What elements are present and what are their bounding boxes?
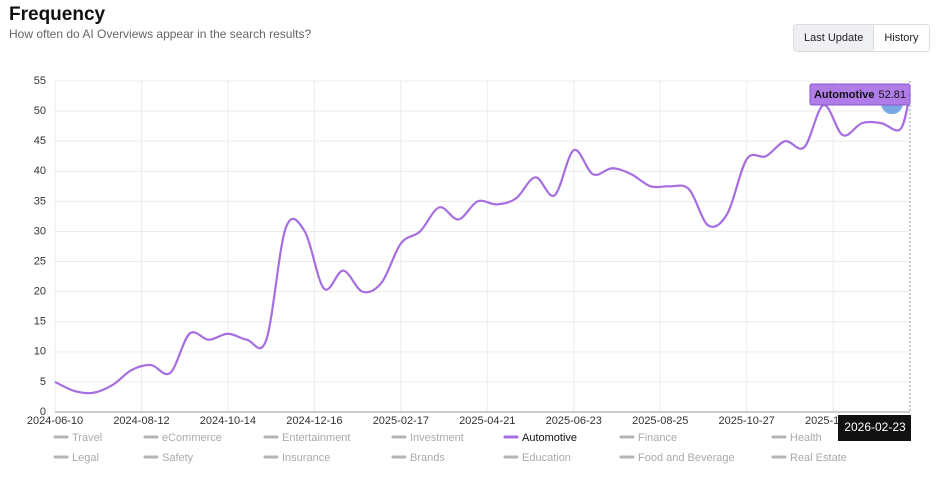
y-tick-label: 0 <box>40 406 46 418</box>
legend-label[interactable]: Safety <box>162 452 194 464</box>
legend-label[interactable]: Legal <box>72 452 99 464</box>
subtitle: How often do AI Overviews appear in the … <box>9 27 312 41</box>
y-tick-label: 50 <box>34 105 46 117</box>
button[interactable]: History <box>874 25 929 51</box>
legend-label[interactable]: Investment <box>410 432 464 444</box>
legend-label[interactable]: Health <box>790 432 822 444</box>
button[interactable]: Last Update <box>794 25 875 51</box>
x-tick-label: 2025-10-27 <box>719 415 775 427</box>
x-tick-label: 2024-10-14 <box>200 415 256 427</box>
view-toggle: Last Update History <box>793 24 930 52</box>
x-tick-label: 2025-04-21 <box>459 415 515 427</box>
x-tick-label: 2024-08-12 <box>113 415 169 427</box>
tooltip-series: Automotive <box>814 89 875 101</box>
tooltip-box <box>809 83 911 106</box>
legend-label[interactable]: Brands <box>410 452 445 464</box>
line <box>54 93 912 395</box>
legend-label[interactable]: Travel <box>72 432 102 444</box>
y-tick-label: 15 <box>34 316 46 328</box>
date-tooltip-box <box>838 415 911 441</box>
legend-label[interactable]: eCommerce <box>162 432 222 444</box>
legend-label[interactable]: Education <box>522 452 571 464</box>
y-tick-label: 40 <box>34 165 46 177</box>
x-tick-label: 2024-12-16 <box>286 415 342 427</box>
y-tick-label: 55 <box>34 75 46 87</box>
legend-label[interactable]: Food and Beverage <box>638 452 735 464</box>
legend-label[interactable]: Insurance <box>282 452 330 464</box>
legend-label[interactable]: Automotive <box>522 432 577 444</box>
y-tick-label: 10 <box>34 346 46 358</box>
legend-label[interactable]: Real Estate <box>790 452 847 464</box>
y-tick-label: 35 <box>34 195 46 207</box>
x-tick-label: 2025-06-23 <box>546 415 602 427</box>
title: Frequency <box>9 4 106 25</box>
tooltip-text: Automotive 52.81 <box>814 89 906 101</box>
x-tick-label: 2024-06-10 <box>27 415 83 427</box>
tooltip: Automotive 52.81 <box>809 83 911 106</box>
y-tick-label: 30 <box>34 225 46 237</box>
date-tooltip: 2026-02-23 <box>844 420 906 434</box>
legend-label[interactable]: Finance <box>638 432 677 444</box>
y-tick-label: 25 <box>34 255 46 267</box>
x-tick-label: 2025-08-25 <box>632 415 688 427</box>
x-tick-label: 2025-02-17 <box>373 415 429 427</box>
tooltip-value: 52.81 <box>878 89 906 101</box>
legend-label[interactable]: Entertainment <box>282 432 350 444</box>
y-tick-label: 20 <box>34 286 46 298</box>
y-tick-label: 45 <box>34 135 46 147</box>
y-tick-label: 5 <box>40 376 46 388</box>
